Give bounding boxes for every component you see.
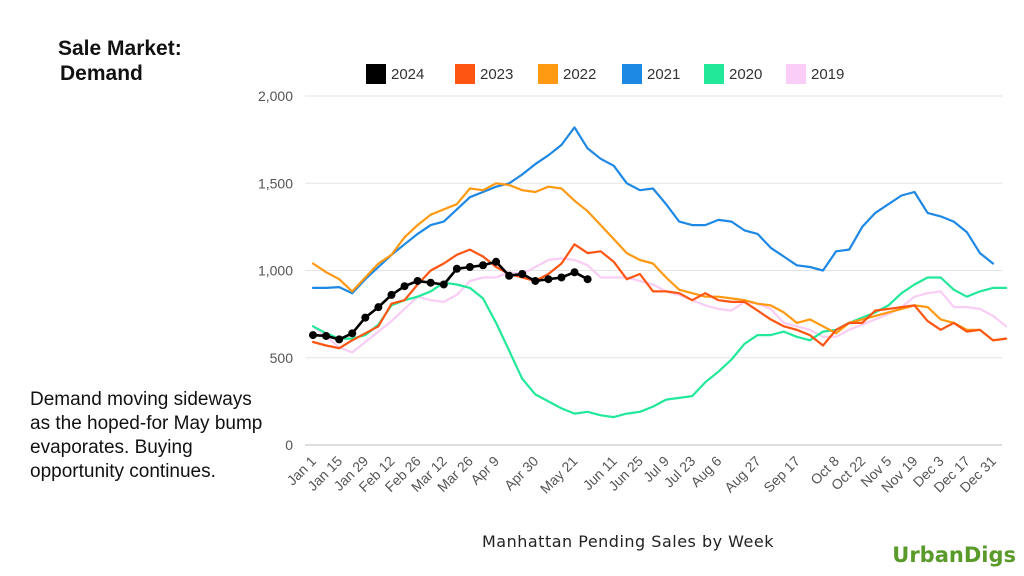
legend-swatch-2020 bbox=[704, 64, 724, 84]
chart-title-line1: Sale Market: bbox=[58, 37, 182, 60]
data-point-2024 bbox=[348, 329, 357, 338]
data-point-2024 bbox=[361, 313, 370, 322]
data-point-2024 bbox=[492, 257, 501, 266]
series-line-2020 bbox=[311, 276, 1008, 419]
x-tick-label: Apr 30 bbox=[501, 453, 542, 494]
legend-swatch-2023 bbox=[455, 64, 475, 84]
x-tick-label: Aug 6 bbox=[687, 453, 724, 490]
legend-label-2024: 2024 bbox=[391, 66, 424, 83]
series-line-2024 bbox=[311, 260, 589, 341]
grid-lines bbox=[305, 95, 1002, 446]
y-tick-label: 0 bbox=[285, 437, 293, 453]
urbandigs-logo: UrbanDigs bbox=[892, 543, 1016, 567]
data-point-2024 bbox=[570, 268, 579, 277]
legend-swatch-2022 bbox=[538, 64, 558, 84]
y-tick-label: 1,500 bbox=[258, 175, 293, 191]
data-point-2024 bbox=[374, 303, 383, 312]
series-line-2022 bbox=[311, 182, 1008, 342]
data-point-2024 bbox=[544, 275, 553, 284]
series-line-2019 bbox=[311, 257, 1008, 354]
x-tick-label: Aug 27 bbox=[721, 453, 764, 496]
data-point-2024 bbox=[335, 335, 344, 344]
data-point-2024 bbox=[413, 276, 422, 285]
data-point-2024 bbox=[557, 273, 566, 282]
y-axis-ticks: 0 500 1,000 1,500 2,000 bbox=[258, 88, 293, 453]
y-tick-label: 500 bbox=[270, 350, 294, 366]
legend-swatch-2019 bbox=[786, 64, 806, 84]
data-point-2024 bbox=[387, 290, 396, 299]
legend-label-2023: 2023 bbox=[480, 66, 513, 83]
y-tick-label: 1,000 bbox=[258, 263, 293, 279]
data-point-2024 bbox=[583, 275, 592, 284]
annotation-text: Demand moving sideways as the hoped-for … bbox=[30, 389, 263, 482]
data-point-2024 bbox=[322, 331, 331, 340]
data-point-2024 bbox=[505, 271, 514, 280]
data-point-2024 bbox=[479, 261, 487, 270]
legend: 2024 2023 2022 2021 2020 2019 bbox=[366, 64, 844, 84]
data-point-2024 bbox=[465, 263, 474, 272]
series-lines bbox=[309, 126, 1008, 419]
data-point-2024 bbox=[518, 269, 527, 278]
data-point-2024 bbox=[439, 280, 448, 289]
data-point-2024 bbox=[309, 331, 317, 340]
legend-label-2022: 2022 bbox=[563, 66, 596, 83]
legend-swatch-2021 bbox=[622, 64, 642, 84]
series-line-2023 bbox=[311, 243, 1008, 350]
x-axis-label: Manhattan Pending Sales by Week bbox=[482, 532, 774, 551]
x-tick-label: Sep 17 bbox=[760, 453, 803, 496]
data-point-2024 bbox=[426, 278, 435, 287]
legend-swatch-2024 bbox=[366, 64, 386, 84]
chart-title: Sale Market: Demand bbox=[58, 36, 182, 86]
series-line-2021 bbox=[311, 126, 995, 295]
x-tick-label: Apr 9 bbox=[467, 453, 502, 488]
x-tick-label: May 21 bbox=[537, 453, 581, 497]
legend-label-2019: 2019 bbox=[811, 66, 844, 83]
data-point-2024 bbox=[531, 276, 540, 285]
legend-label-2021: 2021 bbox=[647, 66, 680, 83]
chart-title-line2: Demand bbox=[60, 62, 143, 85]
y-tick-label: 2,000 bbox=[258, 88, 293, 104]
data-point-2024 bbox=[452, 264, 461, 273]
legend-label-2020: 2020 bbox=[729, 66, 762, 83]
data-point-2024 bbox=[400, 282, 409, 291]
